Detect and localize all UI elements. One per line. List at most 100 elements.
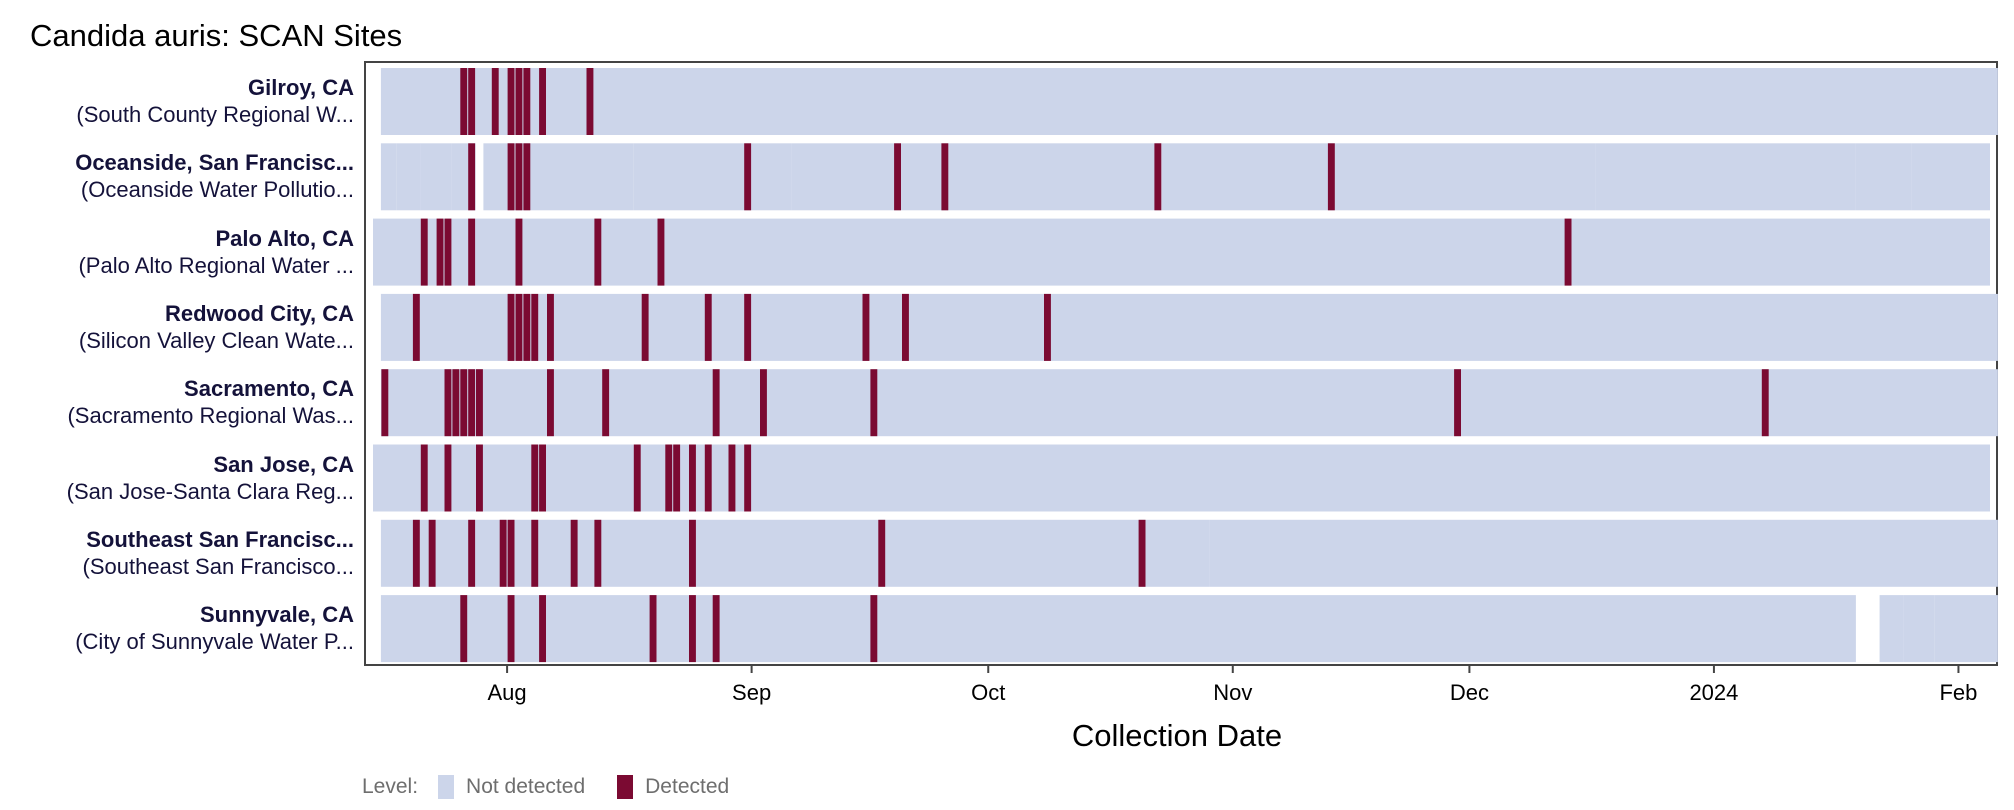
not-detected-tile — [380, 369, 1998, 437]
detected-tile — [689, 519, 696, 587]
site-name-label: Sunnyvale, CA — [199, 602, 354, 628]
not-detected-tile — [1855, 143, 1912, 211]
site-row — [380, 369, 1998, 437]
detected-tile — [760, 369, 767, 437]
x-axis-ticks — [506, 665, 1960, 673]
site-row — [373, 218, 1990, 286]
detected-tile — [744, 143, 752, 211]
detected-tile — [460, 595, 468, 663]
detected-tile — [507, 68, 515, 135]
site-row — [380, 68, 1998, 135]
detected-tile — [547, 293, 554, 361]
detected-tile — [491, 68, 499, 135]
detected-tile — [428, 519, 436, 587]
site-name-label: Gilroy, CA — [248, 75, 354, 100]
not-detected-tile — [1209, 519, 1998, 587]
x-tick-label: Dec — [1449, 680, 1489, 705]
detected-tile — [941, 143, 949, 211]
legend-swatch-not-detected — [438, 775, 455, 799]
site-name-label: Sacramento, CA — [184, 376, 354, 402]
not-detected-tile — [1903, 595, 1935, 663]
site-facility-label: (San Jose-Santa Clara Reg... — [66, 478, 354, 504]
detected-tile — [444, 369, 452, 437]
site-row — [380, 293, 1998, 361]
detected-tile — [444, 444, 452, 512]
not-detected-tile — [380, 143, 397, 211]
not-detected-tile — [380, 293, 1998, 361]
detected-tile — [744, 444, 752, 512]
detected-tile — [862, 293, 870, 361]
detected-tile — [531, 519, 539, 587]
detected-tile — [1044, 293, 1051, 361]
detected-tile — [704, 293, 712, 361]
detected-tile — [436, 218, 444, 286]
not-detected-tile — [380, 68, 1998, 135]
detected-tile — [476, 369, 483, 437]
detected-tile — [586, 68, 594, 135]
detected-tile — [602, 369, 610, 437]
detected-tile — [539, 68, 546, 135]
detected-tile — [515, 218, 523, 286]
not-detected-tile — [483, 143, 634, 211]
detected-tile — [689, 444, 696, 512]
legend-label-detected: Detected — [645, 775, 730, 798]
detected-tile — [507, 293, 515, 361]
site-row — [380, 143, 1990, 211]
detected-tile — [523, 143, 531, 211]
not-detected-tile — [1934, 595, 1998, 663]
detected-tile — [460, 68, 468, 135]
not-detected-tile — [1430, 143, 1596, 211]
detected-tile — [1138, 519, 1146, 587]
detected-tile — [507, 519, 515, 587]
detected-tile — [704, 444, 712, 512]
site-facility-label: (City of Sunnyvale Water P... — [75, 629, 354, 655]
detected-tile — [499, 519, 507, 587]
site-row — [373, 444, 1990, 512]
x-tick-label: Feb — [1939, 680, 1978, 705]
not-detected-tile — [373, 444, 1990, 512]
detected-tile — [539, 595, 546, 663]
detected-tile — [460, 369, 468, 437]
detected-tile — [507, 595, 515, 663]
detected-tile — [673, 444, 681, 512]
detected-tile — [468, 143, 476, 211]
detected-tile — [633, 444, 641, 512]
site-name-label: Redwood City, CA — [164, 300, 354, 326]
detected-tile — [1454, 369, 1461, 437]
detected-tile — [468, 369, 476, 437]
detected-tile — [523, 293, 531, 361]
not-detected-tile — [791, 143, 1162, 211]
detected-tile — [515, 143, 523, 211]
x-tick-label: Aug — [487, 680, 527, 705]
not-detected-tile — [396, 143, 421, 211]
detected-tile — [476, 444, 483, 512]
site-facility-label: (Oceanside Water Pollutio... — [80, 177, 354, 203]
not-detected-tile — [380, 595, 1856, 663]
site-facility-label: (Southeast San Francisco... — [82, 553, 354, 579]
detected-tile — [712, 595, 720, 663]
legend-title: Level: — [362, 775, 419, 798]
detected-tile — [665, 444, 673, 512]
tile-layer — [373, 68, 1998, 663]
detected-tile — [468, 218, 476, 286]
detected-tile — [894, 143, 901, 211]
not-detected-tile — [1911, 143, 1990, 211]
site-facility-label: (Silicon Valley Clean Wate... — [78, 327, 354, 353]
site-name-label: Southeast San Francisc... — [86, 526, 354, 552]
site-name-label: Palo Alto, CA — [215, 225, 354, 251]
detected-tile — [1564, 218, 1572, 286]
detected-tile — [1761, 369, 1769, 437]
detected-tile — [547, 369, 554, 437]
detected-tile — [712, 369, 720, 437]
detected-tile — [452, 369, 460, 437]
detected-tile — [507, 143, 515, 211]
detected-tile — [1327, 143, 1335, 211]
x-axis-label: Collection Date — [1071, 718, 1283, 753]
not-detected-tile — [1161, 143, 1430, 211]
detected-tile — [468, 519, 476, 587]
detected-tile — [902, 293, 909, 361]
site-facility-label: (Sacramento Regional Was... — [67, 403, 354, 429]
not-detected-tile — [373, 218, 862, 286]
detected-tile — [570, 519, 578, 587]
